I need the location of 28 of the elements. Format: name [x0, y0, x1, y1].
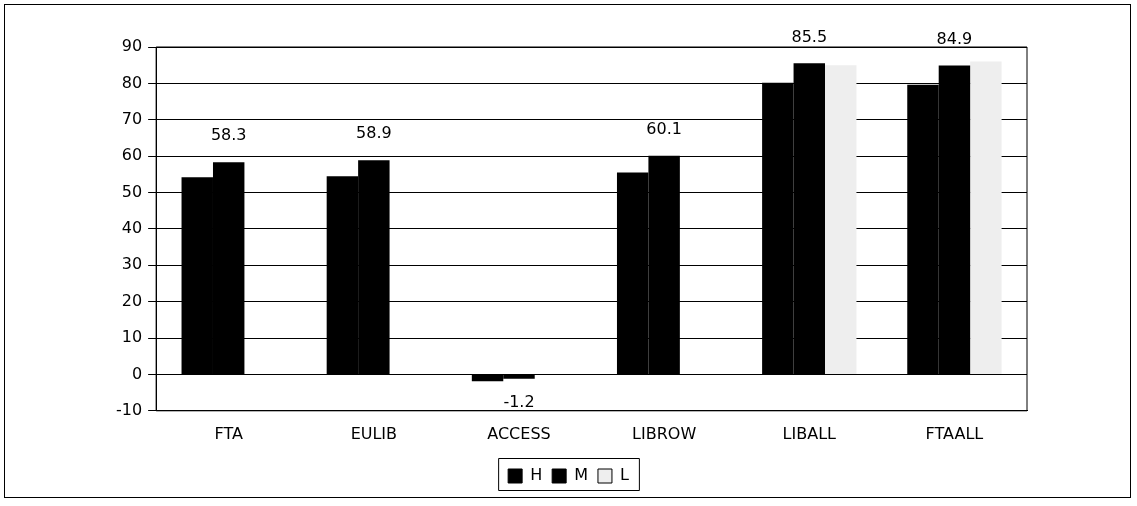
- x-tick-label: ACCESS: [487, 423, 551, 443]
- y-tick-label: 70: [121, 108, 143, 128]
- y-tick-label: 20: [121, 290, 143, 310]
- y-tick-label: 10: [121, 327, 143, 347]
- x-tick-label: LIBROW: [632, 423, 697, 443]
- bar: [825, 65, 857, 374]
- legend-label: M: [574, 465, 588, 485]
- y-tick-label: 30: [121, 254, 143, 274]
- y-tick-label: 0: [131, 363, 143, 383]
- y-tick-label: 60: [121, 145, 143, 165]
- data-label: 58.9: [356, 123, 392, 143]
- legend-label: L: [619, 465, 629, 485]
- y-tick-label: -10: [115, 399, 143, 419]
- y-tick-label: 40: [121, 218, 143, 238]
- data-label: 58.3: [210, 125, 247, 145]
- data-label: 84.9: [936, 28, 973, 48]
- x-tick-label: EULIB: [350, 423, 398, 443]
- x-tick-label: LIBALL: [782, 423, 837, 443]
- y-tick-label: 50: [121, 181, 143, 201]
- data-label: 60.1: [646, 118, 682, 138]
- y-tick-label: 90: [121, 36, 143, 56]
- legend-label: H: [530, 465, 543, 485]
- x-tick-label: FTAALL: [925, 423, 984, 443]
- x-tick-label: FTA: [214, 423, 243, 443]
- data-label: 85.5: [791, 26, 828, 46]
- y-tick-label: 80: [121, 72, 143, 92]
- bar: [970, 61, 1002, 374]
- data-label: -1.2: [503, 391, 535, 411]
